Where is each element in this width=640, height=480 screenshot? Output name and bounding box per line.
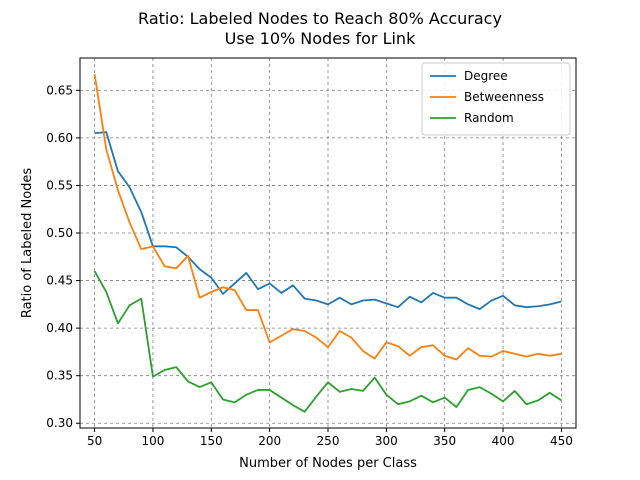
chart-subtitle: Use 10% Nodes for Link: [225, 29, 416, 48]
legend-label: Degree: [464, 69, 508, 83]
x-tick-label: 400: [492, 434, 515, 448]
y-tick-label: 0.40: [46, 321, 73, 335]
legend-label: Betweenness: [464, 90, 544, 104]
y-axis-ticks: 0.30 0.35 0.40 0.45 0.50 0.55 0.60 0.65: [46, 83, 80, 430]
series-lines: [93, 74, 562, 413]
series-line-degree: [94, 131, 562, 311]
y-tick-label: 0.60: [46, 131, 73, 145]
legend-frame: [421, 62, 571, 136]
y-tick-label: 0.45: [46, 274, 73, 288]
y-tick-label: 0.55: [46, 178, 73, 192]
legend-label: Random: [464, 111, 514, 125]
x-tick-label: 450: [550, 434, 573, 448]
y-tick-label: 0.65: [46, 83, 73, 97]
x-tick-label: 50: [87, 434, 102, 448]
y-tick-label: 0.30: [46, 416, 73, 430]
x-tick-label: 250: [317, 434, 340, 448]
y-axis-label: Ratio of Labeled Nodes: [20, 168, 35, 319]
series-line-betweenness: [93, 74, 562, 361]
x-tick-label: 200: [258, 434, 281, 448]
x-tick-label: 100: [141, 434, 164, 448]
x-tick-label: 300: [375, 434, 398, 448]
x-tick-label: 150: [200, 434, 223, 448]
y-tick-label: 0.50: [46, 226, 73, 240]
x-tick-label: 350: [433, 434, 456, 448]
legend: Degree Betweenness Random: [421, 62, 571, 136]
y-tick-label: 0.35: [46, 369, 73, 383]
series-line-random: [93, 270, 562, 413]
chart-title: Ratio: Labeled Nodes to Reach 80% Accura…: [138, 9, 502, 28]
x-axis-label: Number of Nodes per Class: [239, 456, 417, 471]
x-axis-ticks: 50 100 150 200 250 300 350 400 450: [87, 428, 573, 448]
